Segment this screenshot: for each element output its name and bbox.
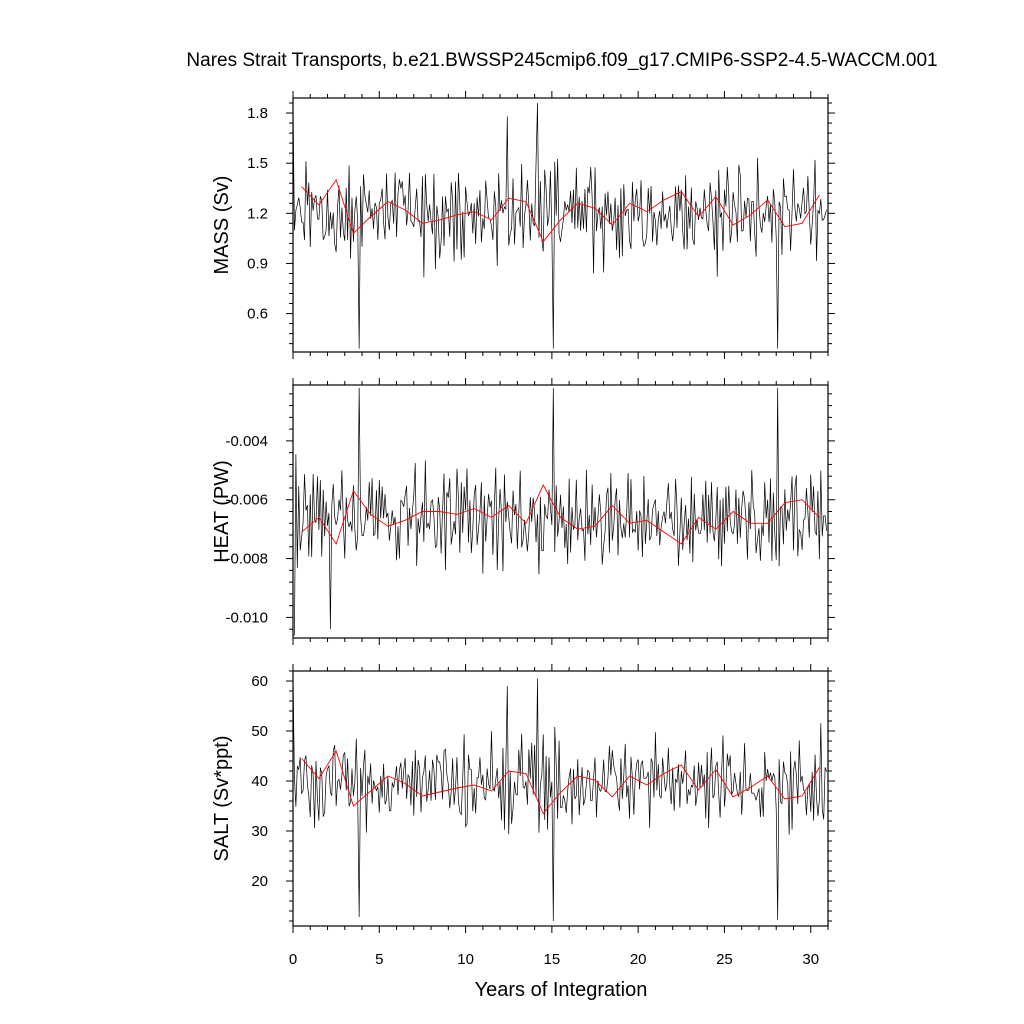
panel-1: 0.6 0.9 1.2 1.5 1.8 MASS (Sv) bbox=[211, 91, 835, 359]
series-line-annual bbox=[301, 484, 820, 545]
y-axis-label: HEAT (PW) bbox=[211, 460, 233, 563]
y-tick-label: 1.5 bbox=[247, 155, 268, 172]
y-tick-label: -0.004 bbox=[225, 433, 268, 450]
series-line-monthly bbox=[293, 387, 827, 636]
y-tick-label: 1.8 bbox=[247, 105, 268, 122]
y-tick-label: 20 bbox=[251, 873, 268, 890]
plot-frame bbox=[292, 670, 829, 927]
x-tick-label: 5 bbox=[375, 951, 383, 968]
x-tick-label: 20 bbox=[630, 951, 647, 968]
ticks bbox=[286, 664, 835, 933]
panel-3: 20 30 40 50 60 0 5 10 15 20 25 30 SALT (Sv*ppt) bbox=[211, 664, 835, 968]
x-tick-label: 10 bbox=[457, 951, 474, 968]
y-tick-label: 0.9 bbox=[247, 255, 268, 272]
x-tick-label: 25 bbox=[716, 951, 733, 968]
y-tick-label: 0.6 bbox=[247, 306, 268, 323]
x-tick-label: 30 bbox=[802, 951, 819, 968]
series-line-monthly bbox=[293, 673, 827, 922]
x-tick-label: 0 bbox=[289, 951, 297, 968]
y-tick-label: -0.008 bbox=[225, 551, 268, 568]
plot-frame bbox=[292, 97, 829, 353]
y-tick-label: -0.006 bbox=[225, 492, 268, 509]
x-tick-label: 15 bbox=[544, 951, 561, 968]
y-tick-label: 30 bbox=[251, 823, 268, 840]
y-axis-label: SALT (Sv*ppt) bbox=[211, 736, 233, 862]
y-tick-label: -0.010 bbox=[225, 609, 268, 626]
y-tick-label: 40 bbox=[251, 773, 268, 790]
ticks bbox=[286, 91, 835, 359]
y-axis-label: MASS (Sv) bbox=[211, 176, 233, 275]
y-tick-label: 50 bbox=[251, 723, 268, 740]
chart-title: Nares Strait Transports, b.e21.BWSSP245c… bbox=[186, 50, 937, 71]
series-line-annual bbox=[301, 178, 820, 243]
panel-2: -0.010 -0.008 -0.006 -0.004 HEAT (PW) bbox=[211, 378, 835, 645]
x-axis-label: Years of Integration bbox=[475, 979, 648, 1001]
y-tick-label: 1.2 bbox=[247, 205, 268, 222]
series-line-monthly bbox=[293, 101, 827, 349]
series-line-annual bbox=[301, 749, 820, 815]
y-tick-label: 60 bbox=[251, 673, 268, 690]
plot-frame bbox=[292, 384, 829, 639]
ticks bbox=[286, 378, 835, 645]
